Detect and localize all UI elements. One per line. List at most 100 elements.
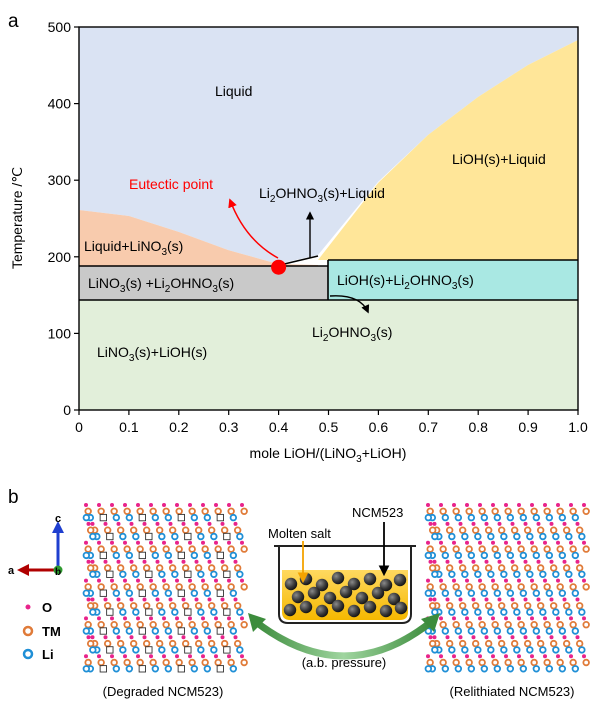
oxygen-atom (129, 597, 134, 602)
y-tick-label: 400 (48, 96, 72, 112)
x-axis-label: mole LiOH/(LiNO3+LiOH) (250, 445, 407, 465)
oxygen-atom (510, 559, 515, 564)
li-atom (203, 513, 212, 522)
li-vacancy (184, 532, 192, 541)
oxygen-atom (162, 616, 166, 621)
tm-atom (439, 507, 447, 515)
oxygen-atom (123, 503, 127, 507)
tm-atom (201, 545, 209, 553)
li-atom (119, 646, 127, 654)
li-atom (558, 589, 567, 597)
tm-atom (97, 507, 105, 515)
x-tick-label: 1.0 (568, 419, 588, 435)
tm-atom (214, 583, 222, 591)
li-atom (424, 665, 433, 673)
tm-atom (465, 621, 473, 629)
li-atom (578, 646, 586, 654)
li-atom (539, 646, 547, 654)
panel-a-letter: a (8, 11, 19, 32)
x-tick-label: 0 (75, 419, 83, 435)
tm-atom (227, 583, 235, 591)
li-atom (424, 589, 433, 597)
tm-atom (543, 507, 551, 515)
oxygen-atom (168, 597, 173, 602)
tm-atom (504, 545, 512, 553)
oxygen-atom (220, 559, 225, 564)
li-vacancy (177, 665, 185, 673)
oxygen-atom (84, 540, 88, 545)
tm-atom (201, 583, 209, 591)
li-atom (493, 589, 502, 597)
oxygen-atom (491, 578, 495, 583)
tm-atom (149, 621, 157, 629)
region-label-lino3-li2ohno3: LiNO3(s) +Li2OHNO3(s) (88, 275, 234, 295)
li-vacancy (106, 532, 114, 541)
tm-atom (220, 526, 229, 534)
oxygen-atom (497, 559, 502, 564)
li-atom (526, 570, 534, 578)
li-vacancy (145, 646, 153, 654)
oxygen-atom (207, 559, 212, 564)
li-atom (571, 627, 580, 635)
oxygen-atom (103, 597, 108, 602)
oxygen-atom (458, 635, 463, 640)
oxygen-atom (465, 540, 469, 545)
tm-atom (110, 621, 118, 629)
tm-atom (201, 621, 209, 629)
oxygen-atom (523, 559, 528, 564)
li-vacancy (145, 608, 153, 616)
li-atom (448, 646, 456, 654)
li-atom (236, 570, 244, 578)
pressure-label: (a.b. pressure) (302, 655, 387, 670)
tm-atom (582, 507, 590, 515)
tm-atom (188, 583, 196, 591)
tm-atom (194, 602, 203, 610)
li-vacancy (177, 513, 185, 522)
tm-atom (523, 639, 532, 648)
tm-atom (123, 658, 131, 667)
tm-atom (201, 658, 209, 667)
tm-atom (491, 583, 499, 591)
li-vacancy (177, 627, 185, 635)
tm-atom (478, 658, 486, 667)
oxygen-atom (562, 597, 567, 602)
tm-atom (103, 639, 112, 648)
li-atom (519, 665, 528, 673)
oxygen-atom (175, 654, 179, 659)
oxygen-atom (575, 597, 580, 602)
oxygen-atom (536, 597, 541, 602)
tm-atom (84, 658, 92, 667)
process-arc-left-head (248, 613, 266, 632)
oxygen-atom (84, 616, 88, 621)
oxygen-atom (426, 503, 430, 507)
oxygen-atom (86, 635, 91, 640)
oxygen-atom (426, 578, 430, 583)
tm-atom (491, 621, 499, 629)
li-vacancy (223, 646, 231, 654)
li-atom (210, 532, 218, 541)
tm-atom (162, 583, 170, 591)
tm-atom (240, 658, 248, 667)
li-atom (197, 608, 205, 616)
oxygen-atom (90, 597, 95, 602)
li-atom (454, 551, 463, 560)
oxygen-atom (181, 597, 186, 602)
tm-atom (426, 545, 434, 553)
li-atom (454, 589, 463, 597)
li-atom (454, 513, 463, 522)
li-atom (467, 665, 476, 673)
tm-atom (207, 602, 216, 610)
legend-li-marker (22, 648, 34, 660)
li-atom (565, 532, 573, 541)
oxygen-atom (582, 616, 586, 621)
li-atom (132, 608, 140, 616)
eutectic-point-marker (271, 259, 287, 275)
oxygen-atom (214, 616, 218, 621)
tm-atom (439, 658, 447, 667)
li-atom (236, 646, 244, 654)
li-atom (82, 627, 91, 635)
crystal-axes: c a b (8, 513, 64, 578)
oxygen-atom (484, 559, 489, 564)
li-atom (539, 532, 547, 541)
li-atom (545, 551, 554, 560)
